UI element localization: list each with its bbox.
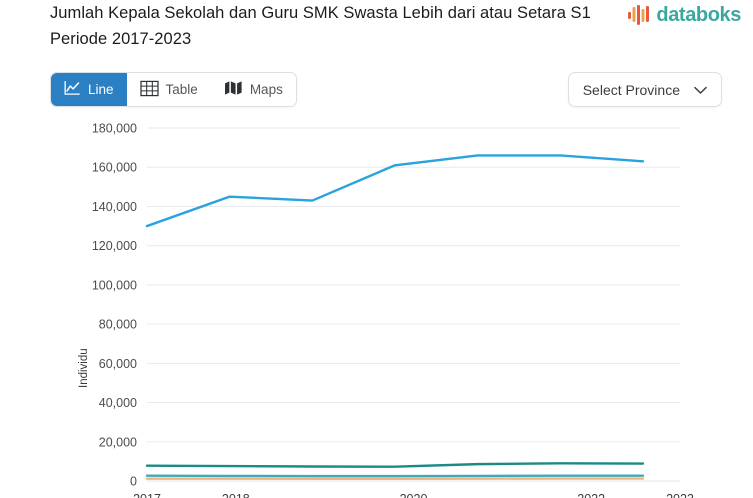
province-select-label: Select Province xyxy=(582,81,680,98)
y-axis-title: Individu xyxy=(78,348,90,388)
tab-table-label: Table xyxy=(165,82,198,97)
table-grid-icon xyxy=(139,80,159,100)
y-axis-tick-label: 40,000 xyxy=(99,396,137,410)
province-select[interactable]: Select Province xyxy=(567,72,722,107)
page-header: Jumlah Kepala Sekolah dan Guru SMK Swast… xyxy=(0,0,753,62)
x-axis-tick-label: 2018 xyxy=(222,492,250,498)
x-axis-tick-label: 2022 xyxy=(577,492,605,498)
databoks-logo: databoks xyxy=(628,4,741,27)
tab-maps-label: Maps xyxy=(249,82,283,97)
y-axis-tick-label: 80,000 xyxy=(99,318,137,332)
y-axis-tick-label: 160,000 xyxy=(92,161,137,175)
tab-table[interactable]: Table xyxy=(126,73,211,106)
chevron-down-icon xyxy=(694,82,707,98)
page-title: Jumlah Kepala Sekolah dan Guru SMK Swast… xyxy=(50,4,591,48)
y-axis-tick-label: 140,000 xyxy=(92,200,137,214)
map-folds-icon xyxy=(224,80,243,99)
brand-name: databoks xyxy=(656,4,741,26)
x-axis-tick-label: 2017 xyxy=(133,492,161,498)
x-axis-tick-label: 2023 xyxy=(666,492,694,498)
chart-area: Individu 0 20,000 40,000 60,000 80,000 100,00… xyxy=(0,112,753,498)
y-axis-tick-label: 20,000 xyxy=(99,435,137,449)
view-switcher: Line Table xyxy=(50,72,297,107)
y-axis-tick-label: 120,000 xyxy=(92,239,137,253)
tab-line[interactable]: Line xyxy=(51,73,127,106)
tab-line-label: Line xyxy=(88,82,114,97)
y-axis-tick-label: 60,000 xyxy=(99,357,137,371)
line-chart-icon xyxy=(64,80,81,99)
y-axis-tick-label: 100,000 xyxy=(92,278,137,292)
y-axis-tick-label: 0 xyxy=(130,475,137,489)
line-chart-plot[interactable]: 0 20,000 40,000 60,000 80,000 100,000 120,000 1… xyxy=(0,112,753,498)
y-axis-tick-label: 180,000 xyxy=(92,122,137,136)
chart-series-line xyxy=(145,462,645,468)
chart-toolbar: Line Table xyxy=(50,72,730,108)
chart-series-line xyxy=(145,154,645,228)
bar-chart-mark-icon xyxy=(628,4,650,25)
x-axis-tick-label: 2020 xyxy=(400,492,428,498)
tab-maps[interactable]: Maps xyxy=(210,73,296,106)
